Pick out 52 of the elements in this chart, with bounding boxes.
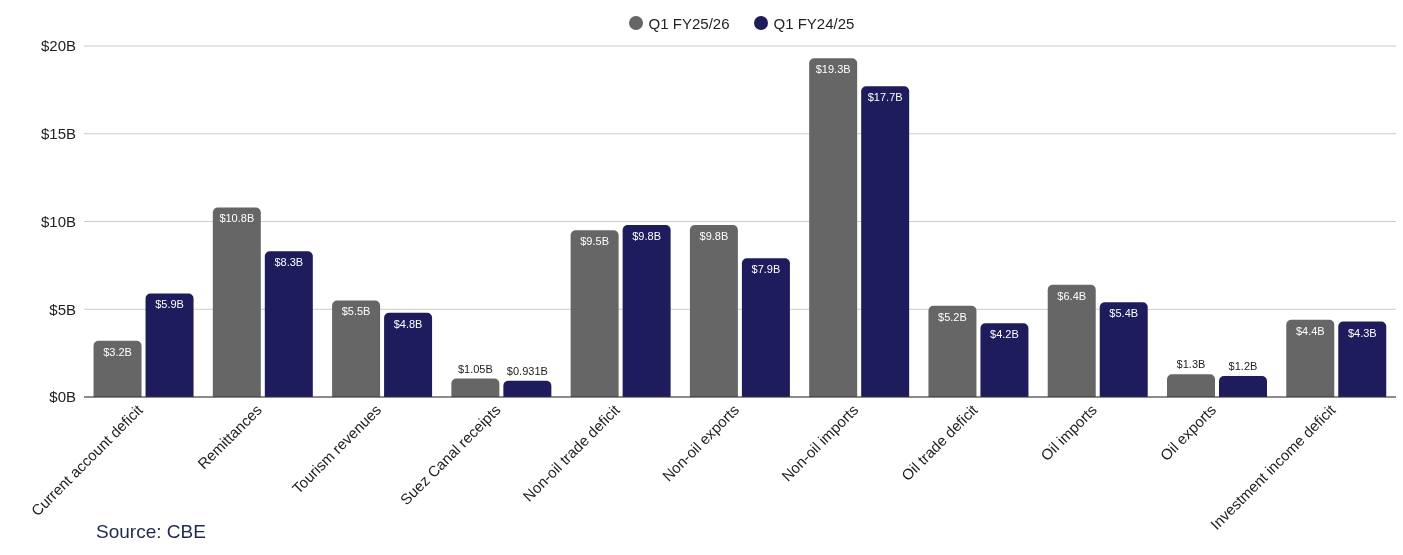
bar: [1099, 302, 1148, 397]
bar: [809, 58, 858, 397]
data-label: $4.8B: [393, 317, 423, 330]
data-label: $5.5B: [341, 305, 371, 318]
data-label: $0.931B: [506, 364, 548, 377]
y-tick-label: $10B: [40, 212, 76, 230]
data-label: $5.2B: [938, 310, 967, 323]
bar: [1047, 284, 1096, 397]
data-label: $3.2B: [103, 345, 132, 358]
bar: [264, 251, 313, 397]
data-label: $5.9B: [155, 298, 184, 311]
data-label: $1.3B: [1176, 358, 1206, 371]
bar: [928, 305, 977, 397]
bar: [451, 378, 500, 397]
data-label: $4.2B: [990, 328, 1019, 341]
bar: [622, 225, 671, 397]
bar: [93, 340, 142, 397]
bar: [503, 380, 552, 397]
data-label: $1.05B: [457, 362, 493, 375]
data-label: $5.4B: [1109, 307, 1139, 320]
data-label: $4.3B: [1347, 326, 1377, 339]
bar: [1338, 321, 1387, 397]
bar: [689, 225, 738, 397]
y-tick-label: $20B: [40, 37, 76, 55]
bar: [861, 86, 910, 397]
bar: [570, 230, 619, 397]
bar: [145, 293, 194, 397]
data-label: $9.8B: [699, 230, 729, 243]
bar: [980, 323, 1029, 397]
legend-label: Q1 FY24/25: [773, 14, 855, 32]
source-note: Source: CBE: [96, 521, 206, 543]
bar: [1167, 374, 1215, 397]
bar: [332, 300, 381, 397]
legend-label: Q1 FY25/26: [648, 14, 730, 32]
data-label: $19.3B: [815, 63, 851, 76]
data-label: $6.4B: [1057, 289, 1087, 302]
data-label: $4.4B: [1295, 324, 1325, 337]
bar: [1219, 375, 1267, 397]
data-label: $1.2B: [1228, 359, 1258, 372]
data-label: $10.8B: [219, 212, 255, 225]
y-tick-label: $0B: [49, 388, 76, 406]
data-label: $7.9B: [751, 263, 781, 276]
y-tick-label: $15B: [40, 125, 76, 143]
data-label: $8.3B: [274, 256, 304, 269]
y-tick-label: $5B: [49, 300, 76, 318]
data-label: $9.8B: [632, 230, 662, 243]
bar: [384, 312, 433, 397]
data-label: $17.7B: [867, 91, 903, 104]
bar: [741, 258, 790, 397]
bar: [1286, 319, 1335, 397]
data-label: $9.5B: [580, 235, 610, 248]
bar: [212, 207, 261, 397]
